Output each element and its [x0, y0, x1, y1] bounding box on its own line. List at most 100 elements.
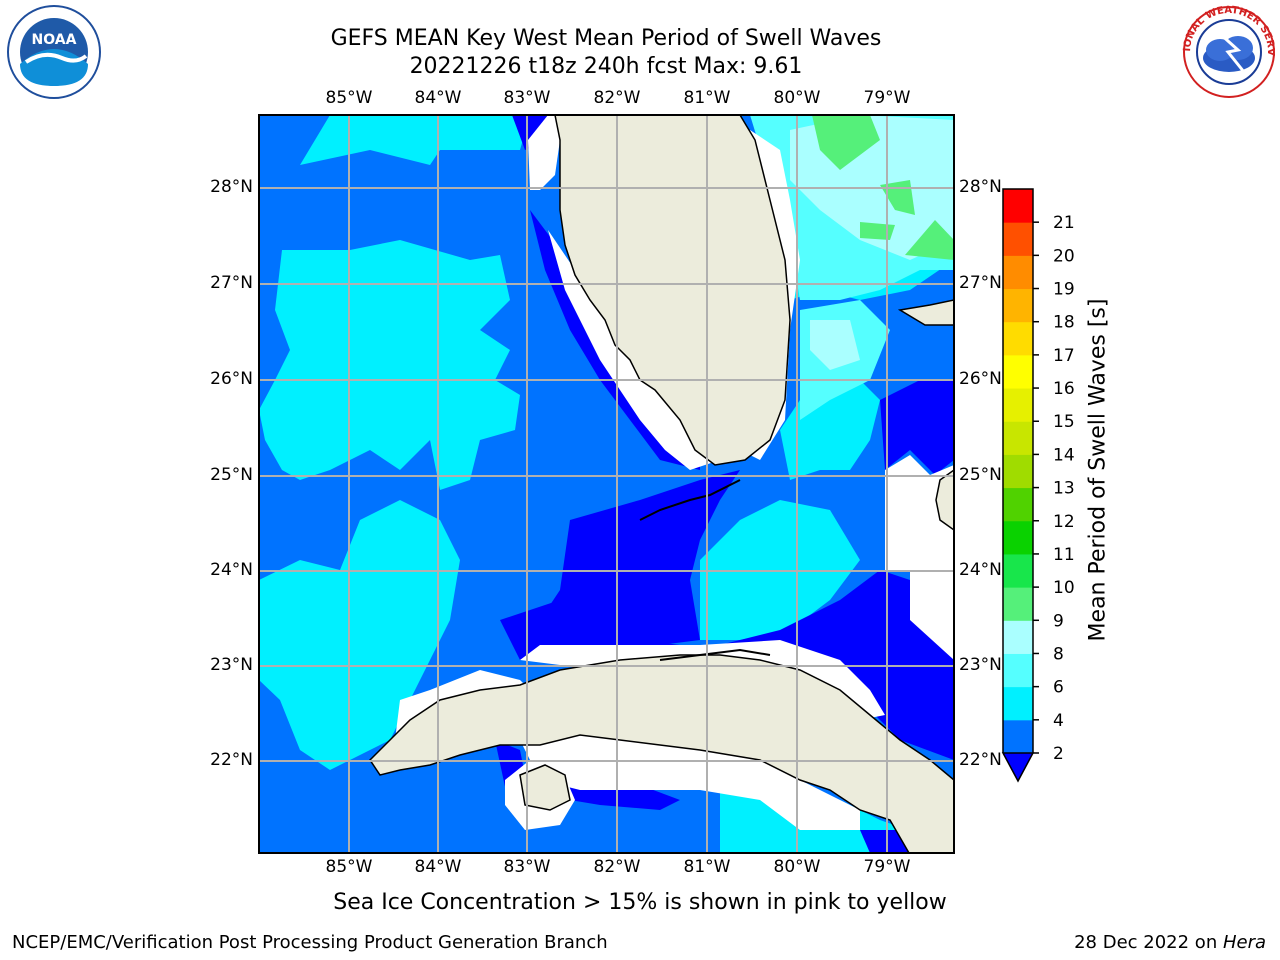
colorbar-tick-label: 6 — [1053, 678, 1064, 698]
nodata-bahamas — [885, 455, 954, 570]
field-under-2s-straits — [500, 570, 954, 760]
field-8-9s-south — [810, 320, 860, 370]
isla-de-la-juventud — [519, 764, 571, 811]
nodata-fl-west — [528, 115, 560, 190]
lat-label-right: 26°N — [959, 369, 1002, 389]
colorbar-swatch — [1003, 255, 1033, 290]
lat-label-left: 26°N — [210, 369, 253, 389]
field-9-10s-a — [812, 115, 880, 170]
colorbar-swatch — [1003, 719, 1033, 754]
lon-label-bottom: 79°W — [863, 857, 911, 877]
colorbar-swatch — [1003, 354, 1033, 389]
colorbar-frame — [1002, 188, 1034, 753]
lat-label-right: 27°N — [959, 273, 1002, 293]
lat-label-right: 24°N — [959, 560, 1002, 580]
noaa-logo-text: NOAA — [32, 32, 77, 48]
lon-label-top: 84°W — [414, 88, 462, 108]
lon-label-bottom: 84°W — [414, 857, 462, 877]
colorbar-tick-label: 4 — [1053, 711, 1064, 731]
colorbar-swatch — [1003, 553, 1033, 588]
lon-label-bottom: 80°W — [773, 857, 821, 877]
colorbar-swatch — [1003, 189, 1033, 223]
national-weather-service-logo: NATIONAL WEATHER SERVICE — [1178, 2, 1276, 98]
producer-credit: NCEP/EMC/Verification Post Processing Pr… — [12, 932, 608, 953]
lon-label-top: 81°W — [683, 88, 731, 108]
nodata-cuba-north — [520, 640, 885, 720]
nodata-bahamas-se — [910, 570, 954, 660]
colorbar-tick-label: 20 — [1053, 246, 1075, 266]
colorbar-tick-label: 13 — [1053, 479, 1075, 499]
lat-label-left: 24°N — [210, 560, 253, 580]
lon-label-top: 82°W — [593, 88, 641, 108]
field-9-10s-c — [860, 222, 895, 240]
lon-label-top: 80°W — [773, 88, 821, 108]
lat-label-left: 23°N — [210, 655, 253, 675]
colorbar-tick-label: 15 — [1053, 412, 1075, 432]
map-title: GEFS MEAN Key West Mean Period of Swell … — [330, 26, 882, 51]
florida-landmass — [554, 115, 791, 466]
date-host-credit: 28 Dec 2022 on Hera — [1074, 932, 1266, 953]
colorbar-swatch — [1003, 587, 1033, 621]
lon-label-bottom: 83°W — [503, 857, 551, 877]
grand-bahama — [897, 299, 954, 326]
colorbar-tick-label: 2 — [1053, 744, 1064, 764]
colorbar-swatch — [1003, 321, 1033, 356]
colorbar-tick-label: 18 — [1053, 313, 1075, 333]
colorbar-swatch — [1003, 421, 1033, 455]
colorbar-label: Mean Period of Swell Waves [s] — [1085, 298, 1111, 642]
field-under-2s-east — [880, 380, 954, 475]
colorbar-swatch — [1003, 653, 1033, 688]
colorbar-tick-label: 10 — [1053, 578, 1075, 598]
lon-label-bottom: 85°W — [325, 857, 373, 877]
lat-label-right: 28°N — [959, 177, 1002, 197]
florida-keys — [639, 479, 741, 521]
lon-label-bottom: 81°W — [683, 857, 731, 877]
colorbar-swatch — [1003, 454, 1033, 489]
colorbar-swatch — [1003, 222, 1033, 256]
lat-label-left: 27°N — [210, 273, 253, 293]
colorbar-tick-label: 9 — [1053, 611, 1064, 631]
colorbar-swatch — [1003, 520, 1033, 555]
lon-label-bottom: 82°W — [593, 857, 641, 877]
sea-ice-note: Sea Ice Concentration > 15% is shown in … — [333, 890, 947, 915]
field-4-6s-south — [259, 500, 460, 770]
colorbar-swatch — [1003, 388, 1033, 422]
colorbar-tick-label: 17 — [1053, 346, 1075, 366]
colorbar-swatch — [1003, 620, 1033, 654]
colorbar-tick-label: 12 — [1053, 512, 1075, 532]
field-9-10s-d — [905, 220, 954, 260]
map-subtitle: 20221226 t18z 240h fcst Max: 9.61 — [409, 54, 803, 79]
colorbar-tick-label: 11 — [1053, 545, 1075, 565]
lat-label-left: 28°N — [210, 177, 253, 197]
field-under-2s-se — [860, 830, 909, 853]
colorbar: 2 4 6 8 9 10 11 12 13 14 15 16 17 18 19 20 21 — [1001, 188, 1075, 783]
lon-label-top: 83°W — [503, 88, 551, 108]
lat-label-left: 22°N — [210, 750, 253, 770]
cuba-north-keys — [659, 648, 771, 661]
colorbar-swatch — [1003, 288, 1033, 323]
field-under-2s-keys — [540, 470, 740, 650]
credit-date: 28 Dec 2022 on — [1074, 932, 1223, 953]
nodata-cuba-belly — [520, 730, 860, 830]
andros-island — [935, 469, 954, 531]
field-4-6s-west — [259, 115, 530, 165]
lat-label-right: 23°N — [959, 655, 1002, 675]
noaa-logo: NOAA — [7, 5, 101, 99]
map-field — [259, 115, 954, 853]
colorbar-tick-label: 21 — [1053, 213, 1075, 233]
lon-label-top: 79°W — [863, 88, 911, 108]
field-4-6s-central — [259, 240, 520, 490]
lat-label-right: 25°N — [959, 465, 1002, 485]
lon-label-top: 85°W — [325, 88, 373, 108]
lat-label-left: 25°N — [210, 465, 253, 485]
colorbar-tick-label: 19 — [1053, 280, 1075, 300]
lat-label-right: 22°N — [959, 750, 1002, 770]
map-frame — [258, 114, 955, 854]
field-under-2s-isla — [570, 785, 680, 810]
colorbar-under-triangle — [1001, 752, 1035, 783]
graticule — [259, 115, 954, 853]
colorbar-tick-label: 8 — [1053, 644, 1064, 664]
colorbar-tick-label: 14 — [1053, 445, 1075, 465]
colorbar-tick-label: 16 — [1053, 379, 1075, 399]
